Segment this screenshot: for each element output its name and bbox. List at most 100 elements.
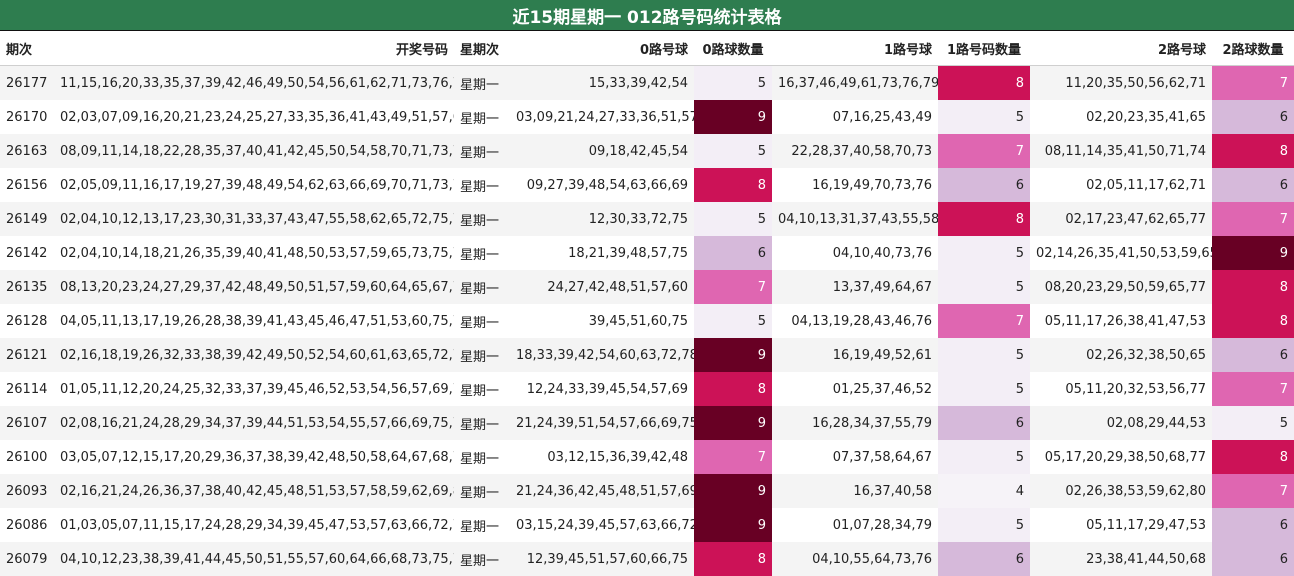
header-route2-count: 2路球数量	[1212, 31, 1294, 66]
header-route1-count: 1路号码数量	[938, 31, 1030, 66]
cell-weekday: 星期一	[454, 372, 510, 406]
header-row: 期次 开奖号码 星期次 0路号球 0路球数量 1路号球 1路号码数量 2路号球 …	[0, 31, 1294, 66]
cell-route2: 02,05,11,17,62,71	[1030, 168, 1212, 202]
cell-route2: 02,14,26,35,41,50,53,59,65	[1030, 236, 1212, 270]
cell-route1-count: 7	[938, 304, 1030, 338]
cell-route2: 08,11,14,35,41,50,71,74	[1030, 134, 1212, 168]
cell-route1: 04,10,40,73,76	[772, 236, 938, 270]
cell-route1: 16,19,49,52,61	[772, 338, 938, 372]
cell-route2-count: 8	[1212, 304, 1294, 338]
cell-weekday: 星期一	[454, 100, 510, 134]
cell-numbers: 03,05,07,12,15,17,20,29,36,37,38,39,42,4…	[54, 440, 454, 474]
cell-route2: 05,17,20,29,38,50,68,77	[1030, 440, 1212, 474]
cell-route2: 11,20,35,50,56,62,71	[1030, 66, 1212, 101]
cell-numbers: 01,03,05,07,11,15,17,24,28,29,34,39,45,4…	[54, 508, 454, 542]
cell-numbers: 02,04,10,14,18,21,26,35,39,40,41,48,50,5…	[54, 236, 454, 270]
cell-period: 26142	[0, 236, 54, 270]
cell-route2-count: 7	[1212, 474, 1294, 508]
table-title: 近15期星期一 012路号码统计表格	[0, 0, 1294, 31]
cell-route1: 04,13,19,28,43,46,76	[772, 304, 938, 338]
cell-route2: 02,17,23,47,62,65,77	[1030, 202, 1212, 236]
cell-period: 26079	[0, 542, 54, 576]
cell-route2: 02,26,38,53,59,62,80	[1030, 474, 1212, 508]
cell-route1: 01,25,37,46,52	[772, 372, 938, 406]
cell-route2-count: 7	[1212, 202, 1294, 236]
cell-route2-count: 6	[1212, 338, 1294, 372]
cell-route0: 12,24,33,39,45,54,57,69	[510, 372, 694, 406]
cell-route0: 18,21,39,48,57,75	[510, 236, 694, 270]
cell-route2-count: 6	[1212, 508, 1294, 542]
cell-route0-count: 8	[694, 372, 772, 406]
cell-route2-count: 7	[1212, 372, 1294, 406]
cell-period: 26170	[0, 100, 54, 134]
cell-period: 26128	[0, 304, 54, 338]
cell-route0-count: 9	[694, 338, 772, 372]
cell-route0-count: 5	[694, 202, 772, 236]
cell-route2-count: 6	[1212, 100, 1294, 134]
cell-route0: 21,24,39,51,54,57,66,69,75	[510, 406, 694, 440]
header-route2: 2路号球	[1030, 31, 1212, 66]
cell-route2: 02,26,32,38,50,65	[1030, 338, 1212, 372]
stats-table: 期次 开奖号码 星期次 0路号球 0路球数量 1路号球 1路号码数量 2路号球 …	[0, 31, 1294, 576]
cell-route1: 22,28,37,40,58,70,73	[772, 134, 938, 168]
cell-period: 26100	[0, 440, 54, 474]
cell-period: 26156	[0, 168, 54, 202]
cell-route1-count: 5	[938, 338, 1030, 372]
cell-route0-count: 8	[694, 168, 772, 202]
cell-route1: 16,37,46,49,61,73,76,79	[772, 66, 938, 101]
cell-route2: 23,38,41,44,50,68	[1030, 542, 1212, 576]
cell-weekday: 星期一	[454, 338, 510, 372]
cell-route0-count: 9	[694, 100, 772, 134]
cell-route1: 16,19,49,70,73,76	[772, 168, 938, 202]
cell-period: 26149	[0, 202, 54, 236]
cell-route1: 07,37,58,64,67	[772, 440, 938, 474]
cell-period: 26121	[0, 338, 54, 372]
cell-weekday: 星期一	[454, 236, 510, 270]
cell-route2: 02,20,23,35,41,65	[1030, 100, 1212, 134]
cell-route0: 03,09,21,24,27,33,36,51,57	[510, 100, 694, 134]
cell-route2: 02,08,29,44,53	[1030, 406, 1212, 440]
cell-route0-count: 6	[694, 236, 772, 270]
cell-route1: 01,07,28,34,79	[772, 508, 938, 542]
cell-weekday: 星期一	[454, 66, 510, 101]
cell-weekday: 星期一	[454, 542, 510, 576]
cell-route0-count: 5	[694, 304, 772, 338]
header-numbers: 开奖号码	[54, 31, 454, 66]
cell-numbers: 11,15,16,20,33,35,37,39,42,46,49,50,54,5…	[54, 66, 454, 101]
cell-numbers: 04,10,12,23,38,39,41,44,45,50,51,55,57,6…	[54, 542, 454, 576]
cell-route0: 09,18,42,45,54	[510, 134, 694, 168]
cell-route0-count: 9	[694, 406, 772, 440]
cell-route1: 04,10,55,64,73,76	[772, 542, 938, 576]
cell-route1: 13,37,49,64,67	[772, 270, 938, 304]
cell-route0-count: 9	[694, 508, 772, 542]
cell-route0: 18,33,39,42,54,60,63,72,78	[510, 338, 694, 372]
cell-route1-count: 8	[938, 66, 1030, 101]
cell-route0: 39,45,51,60,75	[510, 304, 694, 338]
cell-route1-count: 5	[938, 440, 1030, 474]
cell-weekday: 星期一	[454, 508, 510, 542]
cell-period: 26163	[0, 134, 54, 168]
cell-route0-count: 5	[694, 66, 772, 101]
cell-route0: 24,27,42,48,51,57,60	[510, 270, 694, 304]
cell-numbers: 01,05,11,12,20,24,25,32,33,37,39,45,46,5…	[54, 372, 454, 406]
cell-route2-count: 8	[1212, 134, 1294, 168]
cell-route1-count: 5	[938, 270, 1030, 304]
cell-route1-count: 6	[938, 168, 1030, 202]
cell-route2-count: 8	[1212, 270, 1294, 304]
cell-period: 26086	[0, 508, 54, 542]
cell-numbers: 08,09,11,14,18,22,28,35,37,40,41,42,45,5…	[54, 134, 454, 168]
header-period: 期次	[0, 31, 54, 66]
cell-numbers: 02,05,09,11,16,17,19,27,39,48,49,54,62,6…	[54, 168, 454, 202]
cell-numbers: 02,16,21,24,26,36,37,38,40,42,45,48,51,5…	[54, 474, 454, 508]
cell-route2: 05,11,20,32,53,56,77	[1030, 372, 1212, 406]
cell-weekday: 星期一	[454, 440, 510, 474]
